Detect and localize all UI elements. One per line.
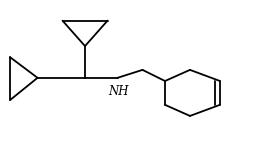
Text: NH: NH <box>108 85 129 98</box>
